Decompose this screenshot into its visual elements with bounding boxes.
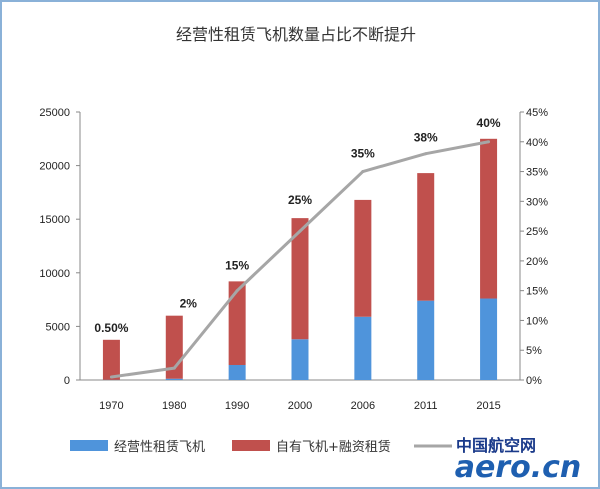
x-tick-label: 1990: [225, 400, 249, 412]
watermark-en: aero.cn: [455, 450, 582, 485]
x-tick-label: 2015: [476, 400, 500, 412]
y-right-tick-label: 15%: [526, 286, 548, 298]
bar-operating-lease: [480, 298, 498, 380]
bar-owned-finance-lease: [228, 281, 246, 365]
bar-owned-finance-lease: [291, 218, 309, 340]
y-left-tick-label: 20000: [39, 161, 70, 173]
watermark-cn: 中国航空网: [456, 436, 536, 455]
share-point: [361, 170, 365, 174]
legend: 经营性租赁飞机 自有飞机+融资租赁: [70, 440, 452, 455]
axes: 0 5000 10000 15000 20000 25000 0% 5% 10% 15% 20% 25…: [39, 107, 548, 412]
legend-label-operating-lease: 经营性租赁飞机: [114, 440, 205, 455]
bar-owned-finance-lease: [102, 339, 120, 380]
x-tick-label: 1970: [99, 400, 123, 412]
y-right-tick-label: 40%: [526, 137, 548, 149]
data-label: 15%: [225, 258, 249, 272]
y-right-tick-label: 45%: [526, 107, 548, 119]
chart-title: 经营性租赁飞机数量占比不断提升: [176, 25, 416, 44]
bar-operating-lease: [165, 378, 183, 380]
share-point: [424, 152, 428, 156]
data-label: 0.50%: [94, 321, 128, 335]
y-left-tick-label: 25000: [39, 107, 70, 119]
x-tick-label: 2006: [351, 400, 375, 412]
y-right-tick-label: 0%: [526, 375, 542, 387]
y-left-tick-label: 0: [64, 375, 70, 387]
x-tick-label: 1980: [162, 400, 186, 412]
data-label: 35%: [351, 147, 375, 161]
share-point: [487, 140, 491, 144]
data-labels: 0.50% 2% 15% 25% 35% 38% 40%: [94, 116, 500, 335]
legend-swatch-operating-lease: [70, 440, 108, 451]
x-tick-label: 2011: [414, 400, 438, 412]
share-point: [235, 289, 239, 293]
data-label: 40%: [477, 116, 501, 130]
legend-swatch-owned-finance-lease: [232, 440, 270, 451]
bars: [102, 138, 498, 380]
y-right-tick-label: 25%: [526, 226, 548, 238]
bar-operating-lease: [354, 316, 372, 380]
bar-operating-lease: [417, 300, 435, 380]
bar-operating-lease: [228, 364, 246, 380]
data-label: 2%: [180, 297, 198, 311]
y-right-tick-label: 20%: [526, 256, 548, 268]
x-tick-label: 2000: [288, 400, 312, 412]
share-point: [298, 229, 302, 233]
y-right-tick-label: 35%: [526, 167, 548, 179]
y-left-tick-label: 15000: [39, 214, 70, 226]
bar-operating-lease: [291, 339, 309, 380]
bar-owned-finance-lease: [480, 138, 498, 299]
y-left-tick-label: 5000: [46, 321, 70, 333]
data-label: 38%: [414, 131, 438, 145]
bar-owned-finance-lease: [417, 173, 435, 301]
y-right-tick-label: 5%: [526, 345, 542, 357]
y-left-tick-label: 10000: [39, 268, 70, 280]
line-series: [109, 140, 491, 379]
share-point: [109, 375, 113, 379]
data-label: 25%: [288, 193, 312, 207]
legend-label-owned-finance-lease: 自有飞机+融资租赁: [276, 440, 391, 455]
y-right-tick-label: 30%: [526, 196, 548, 208]
bar-owned-finance-lease: [354, 199, 372, 317]
y-right-tick-label: 10%: [526, 315, 548, 327]
watermark: 中国航空网 aero.cn: [455, 436, 582, 485]
share-point: [172, 366, 176, 370]
